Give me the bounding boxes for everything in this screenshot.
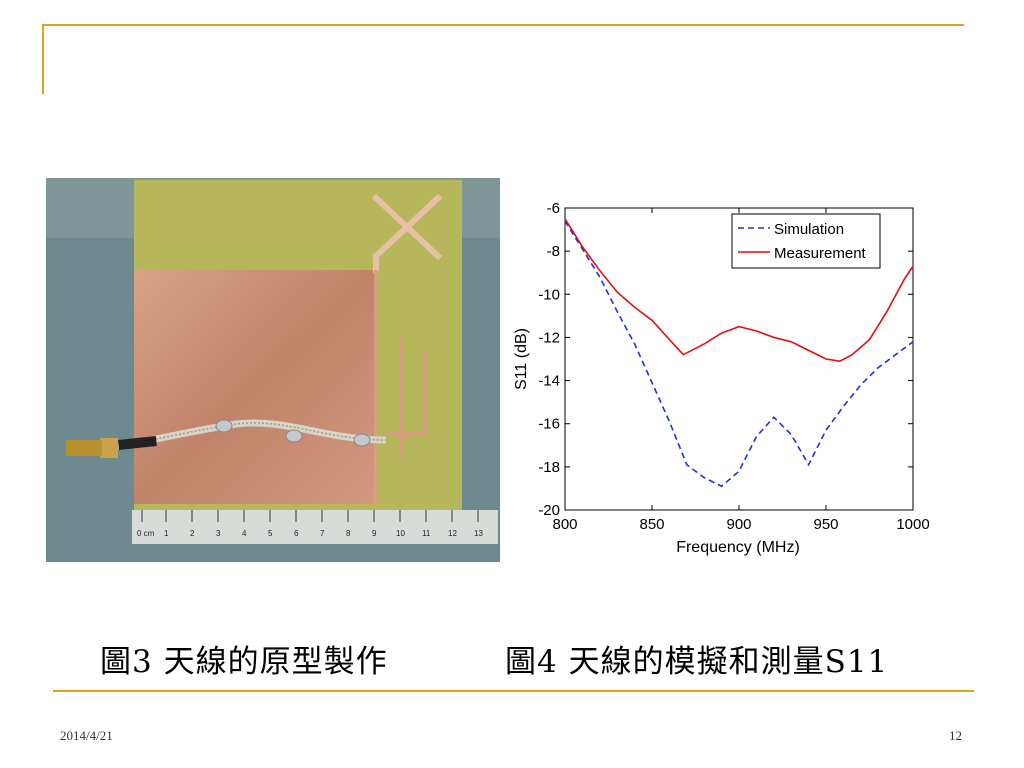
ruler-number: 9 <box>372 529 377 538</box>
legend-box <box>731 213 881 269</box>
y-tick-label: -6 <box>547 200 560 217</box>
axis-ticks: 800 850 900 950 1000 -6 -8 -10 -12 -14 -16 -18 -20 <box>538 200 929 533</box>
page-number: 12 <box>949 728 962 743</box>
footer-date: 2014/4/21 <box>60 728 113 743</box>
x-axis-label: Frequency (MHz) <box>676 539 800 556</box>
ruler <box>132 510 498 544</box>
ruler-number: 13 <box>474 529 483 538</box>
ruler-number: 6 <box>294 529 299 538</box>
left-accent-bar <box>42 24 44 94</box>
ruler-number: 12 <box>448 529 457 538</box>
x-tick-label: 850 <box>639 516 664 533</box>
y-tick-label: -8 <box>547 243 560 260</box>
ruler-ticks <box>141 510 479 522</box>
y-tick-label: -14 <box>538 373 560 390</box>
ruler-number: 11 <box>422 529 431 538</box>
ruler-number: 8 <box>346 529 351 538</box>
ruler-number: 7 <box>320 529 325 538</box>
ruler-number: 2 <box>190 529 195 538</box>
y-tick-label: -10 <box>538 286 560 303</box>
ruler-unit-label: 0 cm <box>137 529 155 538</box>
x-tick-label: 1000 <box>896 516 929 533</box>
solder-points <box>215 419 371 447</box>
y-tick-label: -12 <box>538 329 560 346</box>
x-radiator <box>371 193 443 273</box>
sma-connector <box>100 438 118 458</box>
x-tick-label: 900 <box>726 516 751 533</box>
chart-legend: Simulation Measurement <box>731 213 881 269</box>
ruler-number: 5 <box>268 529 273 538</box>
y-tick-label: -16 <box>538 416 560 433</box>
x-tick-label: 950 <box>813 516 838 533</box>
feed-lines <box>374 270 428 504</box>
ruler-number: 1 <box>164 529 169 538</box>
y-axis-label: S11 (dB) <box>513 328 530 390</box>
caption-figure-3: 圖3 天線的原型製作 <box>100 644 388 680</box>
figure-captions: 圖3 天線的原型製作 圖4 天線的模擬和測量S11 <box>100 636 887 681</box>
legend-label-measurement: Measurement <box>774 245 867 262</box>
series-lines <box>564 218 914 488</box>
top-accent-rule <box>42 24 964 26</box>
y-tick-label: -18 <box>538 459 560 476</box>
ruler-number: 3 <box>216 529 221 538</box>
bottom-accent-rule <box>53 690 974 692</box>
s11-chart: 800 850 900 950 1000 -6 -8 -10 -12 -14 -16 -18 -20 S… <box>513 200 930 556</box>
antenna-prototype-photo: 0 cm 1 2 3 4 5 6 7 8 9 10 11 12 13 <box>46 178 500 562</box>
legend-label-simulation: Simulation <box>774 221 844 238</box>
ruler-number: 10 <box>396 529 405 538</box>
caption-figure-4: 圖4 天線的模擬和測量S11 <box>505 644 889 680</box>
series-line-measurement <box>564 218 914 362</box>
y-tick-label: -20 <box>538 502 560 519</box>
x-tick-label: 800 <box>552 516 577 533</box>
ruler-number: 4 <box>242 529 247 538</box>
